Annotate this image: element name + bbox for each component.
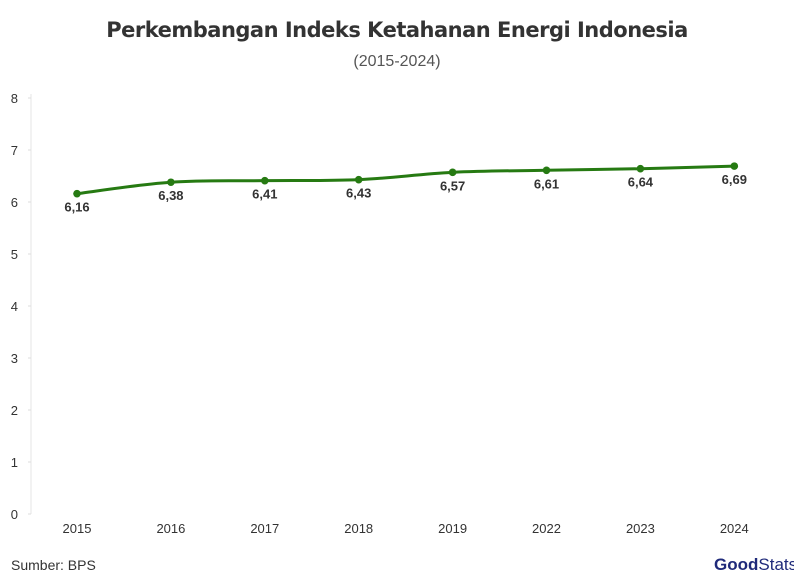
data-label: 6,61: [534, 176, 559, 191]
y-tick-label: 5: [11, 247, 18, 262]
goodstats-logo: GoodStats: [714, 555, 794, 574]
data-point: [542, 166, 551, 175]
y-tick-label: 2: [11, 403, 18, 418]
x-tick-label: 2017: [250, 521, 279, 536]
data-label: 6,38: [158, 188, 183, 203]
data-label: 6,43: [346, 186, 371, 201]
x-tick-label: 2019: [438, 521, 467, 536]
data-label: 6,57: [440, 178, 465, 193]
data-label: 6,69: [722, 172, 747, 187]
y-tick-label: 3: [11, 351, 18, 366]
y-tick-label: 6: [11, 195, 18, 210]
source-note: Sumber: BPS: [11, 557, 96, 573]
chart-title: Perkembangan Indeks Ketahanan Energi Ind…: [106, 18, 688, 42]
y-tick-label: 8: [11, 91, 18, 106]
x-tick-label: 2016: [156, 521, 185, 536]
data-point: [261, 176, 269, 185]
data-label: 6,64: [628, 175, 654, 190]
data-label: 6,41: [252, 187, 277, 202]
y-tick-label: 4: [11, 299, 18, 314]
y-tick-label: 1: [11, 455, 18, 470]
x-tick-label: 2018: [344, 521, 373, 536]
data-point: [730, 162, 739, 170]
x-tick-label: 2023: [626, 521, 655, 536]
y-tick-label: 0: [11, 507, 18, 522]
data-point: [73, 189, 81, 198]
x-tick-label: 2022: [532, 521, 561, 536]
data-point: [354, 175, 363, 184]
chart-subtitle: (2015-2024): [353, 53, 441, 70]
series-line: [76, 164, 735, 196]
x-tick-label: 2024: [720, 521, 749, 536]
x-tick-label: 2015: [63, 521, 92, 536]
data-point: [636, 164, 645, 173]
data-point: [448, 168, 457, 177]
data-label: 6,16: [64, 200, 89, 215]
data-point: [167, 178, 175, 187]
y-tick-label: 7: [11, 143, 18, 158]
